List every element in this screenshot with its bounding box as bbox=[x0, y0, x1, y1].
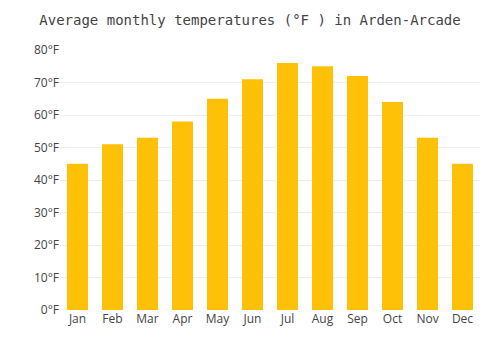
svg-text:Average monthly temperatures (: Average monthly temperatures (°F ) in Ar… bbox=[39, 12, 460, 28]
svg-text:80°F: 80°F bbox=[34, 41, 59, 58]
svg-text:Apr: Apr bbox=[173, 310, 193, 327]
svg-text:Sep: Sep bbox=[347, 310, 368, 327]
svg-text:May: May bbox=[206, 310, 230, 327]
svg-text:Nov: Nov bbox=[416, 310, 438, 327]
svg-text:40°F: 40°F bbox=[34, 171, 59, 188]
svg-text:Dec: Dec bbox=[452, 310, 473, 327]
svg-text:20°F: 20°F bbox=[34, 236, 59, 253]
svg-text:30°F: 30°F bbox=[34, 204, 59, 221]
svg-text:50°F: 50°F bbox=[34, 139, 59, 156]
svg-text:Jan: Jan bbox=[68, 310, 86, 327]
svg-text:Oct: Oct bbox=[383, 310, 402, 327]
svg-text:Jun: Jun bbox=[243, 310, 262, 327]
svg-text:Aug: Aug bbox=[312, 310, 334, 327]
svg-text:60°F: 60°F bbox=[34, 106, 59, 123]
svg-text:0°F: 0°F bbox=[41, 301, 59, 318]
svg-text:10°F: 10°F bbox=[34, 269, 59, 286]
svg-text:Feb: Feb bbox=[102, 310, 122, 327]
svg-text:Jul: Jul bbox=[280, 310, 295, 327]
svg-text:Mar: Mar bbox=[136, 310, 158, 327]
svg-text:70°F: 70°F bbox=[34, 74, 59, 91]
